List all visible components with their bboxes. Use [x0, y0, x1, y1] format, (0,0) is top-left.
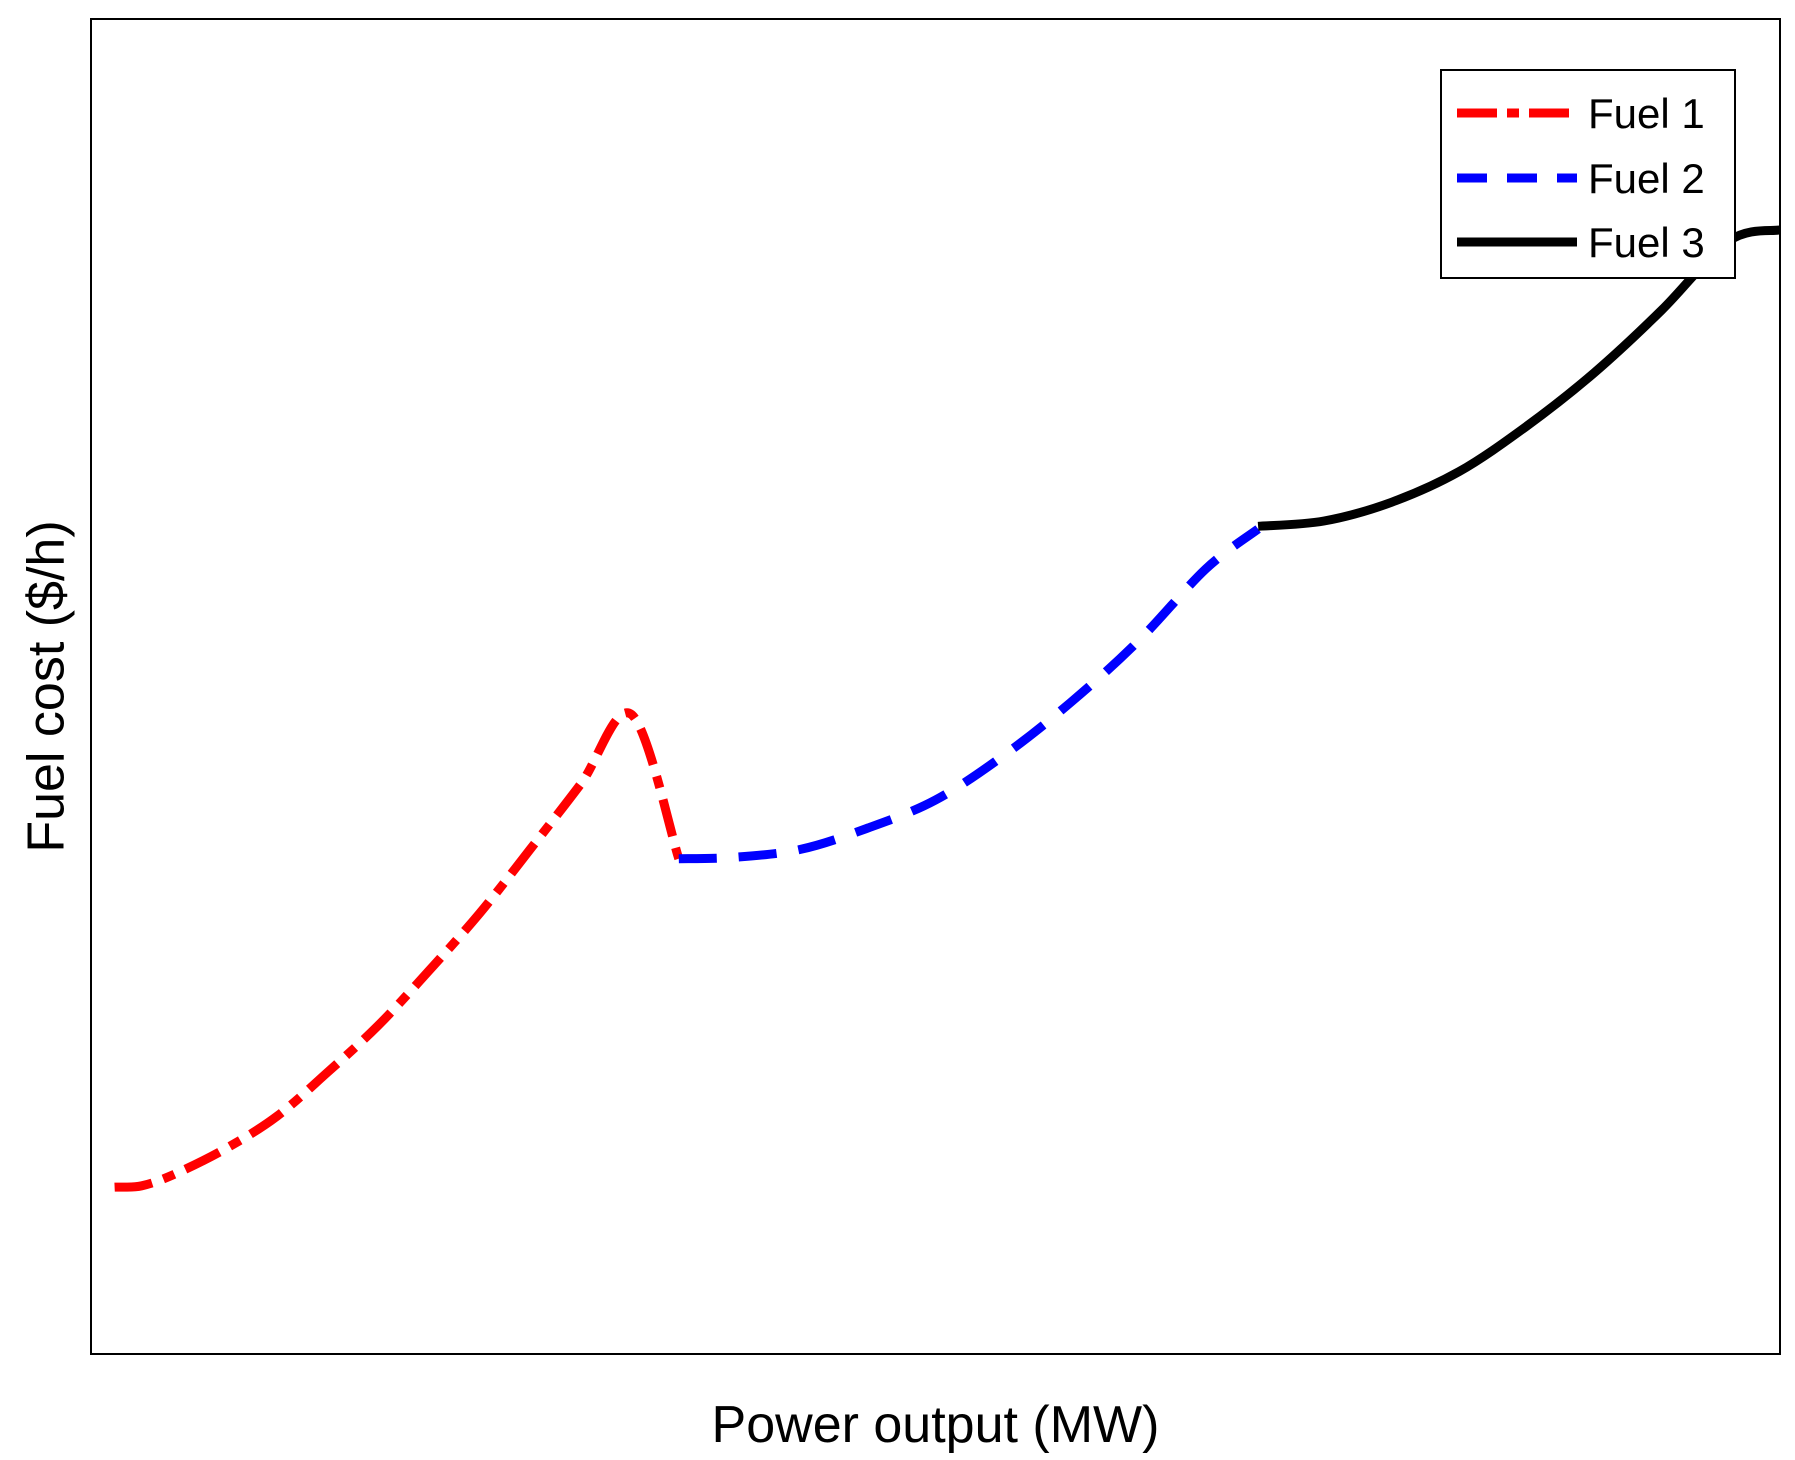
x-axis-label: Power output (MW) [712, 1396, 1160, 1454]
legend: Fuel 1 Fuel 2 Fuel 3 [1440, 69, 1736, 279]
series-line-fuel-1 [114, 708, 684, 1192]
legend-label-fuel-2: Fuel 2 [1588, 155, 1705, 202]
series-line-fuel-2 [678, 525, 1261, 864]
legend-label-fuel-3: Fuel 3 [1588, 219, 1705, 266]
legend-label-fuel-1: Fuel 1 [1588, 90, 1705, 137]
series-layer [114, 225, 1781, 1192]
y-axis-label: Fuel cost ($/h) [18, 520, 76, 852]
plot-area-frame [90, 18, 1781, 1355]
